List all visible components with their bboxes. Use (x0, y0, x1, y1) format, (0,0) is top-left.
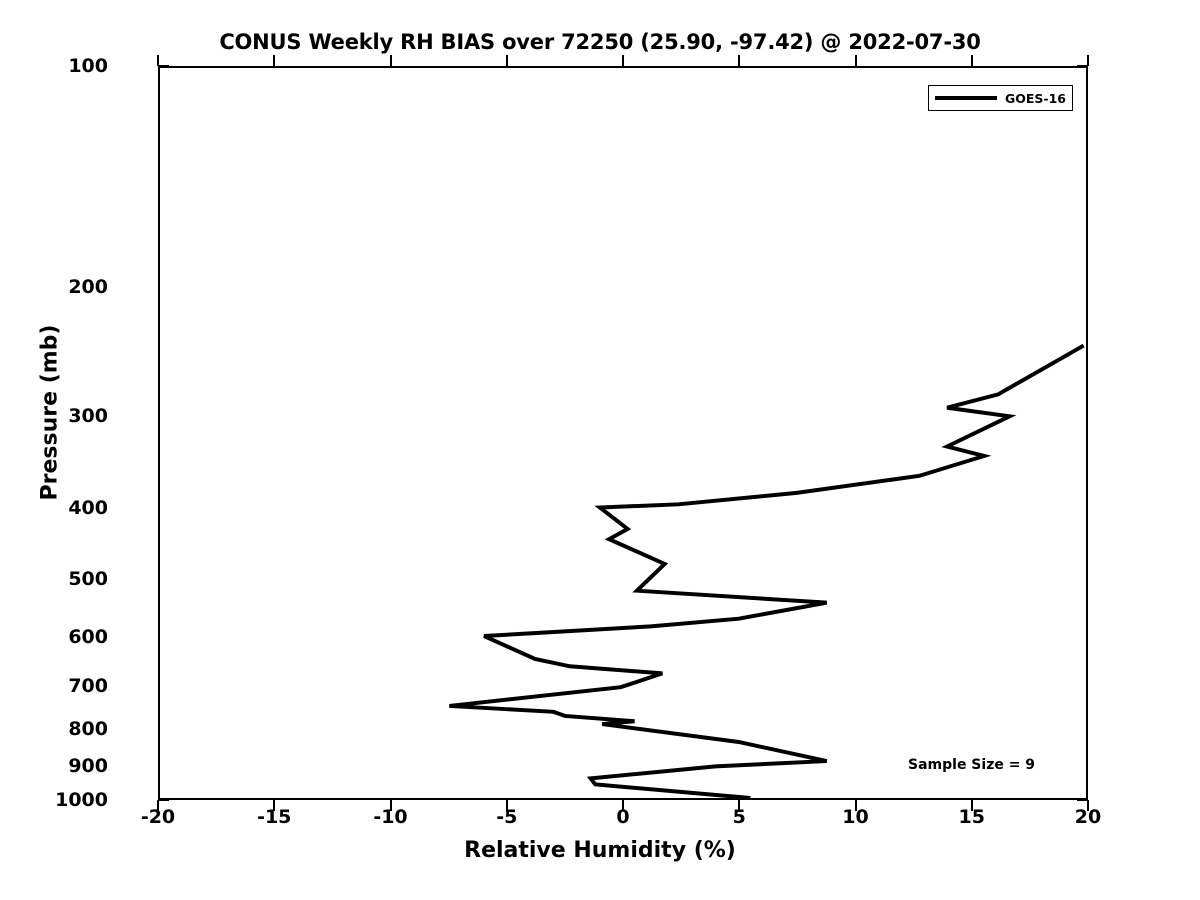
y-tick-mark-right (1077, 799, 1088, 801)
x-tick-mark (970, 800, 973, 811)
x-tick-label: 0 (616, 806, 630, 828)
x-tick-label: -5 (496, 806, 518, 828)
x-tick-mark-top (1087, 55, 1089, 66)
y-tick-label: 100 (68, 55, 108, 77)
y-tick-label: 400 (68, 496, 108, 519)
x-tick-mark-top (157, 55, 159, 66)
plot-area (158, 66, 1088, 800)
data-polyline (449, 343, 1085, 800)
y-tick-mark (158, 799, 169, 801)
x-axis-label: Relative Humidity (%) (464, 838, 736, 863)
x-tick-label: 10 (842, 806, 869, 828)
x-tick-mark (157, 800, 159, 811)
x-tick-mark (389, 800, 392, 811)
x-tick-label: -10 (373, 806, 408, 828)
x-tick-label: 15 (958, 806, 985, 828)
x-tick-mark (738, 800, 741, 811)
x-tick-mark-top (854, 55, 857, 66)
x-tick-mark-top (622, 55, 624, 66)
y-tick-label: 500 (68, 568, 108, 591)
legend: GOES-16 (928, 85, 1073, 111)
x-tick-mark (505, 800, 508, 811)
y-tick-label: 300 (68, 405, 108, 428)
x-tick-mark (622, 800, 624, 811)
legend-label-goes16: GOES-16 (1004, 90, 1066, 106)
series-goes16 (449, 343, 1085, 800)
x-tick-mark-top (389, 55, 392, 66)
x-tick-mark (273, 800, 276, 811)
x-tick-label: -20 (140, 806, 176, 828)
x-tick-label: 5 (732, 806, 746, 828)
x-tick-mark (854, 800, 857, 811)
y-tick-label: 1000 (55, 789, 108, 811)
x-tick-mark-top (273, 55, 276, 66)
y-tick-label: 200 (68, 275, 108, 298)
y-tick-label: 800 (68, 717, 108, 740)
legend-line-swatch (935, 96, 997, 100)
x-tick-mark-top (970, 55, 973, 66)
sample-size-annotation: Sample Size = 9 (908, 757, 1036, 773)
y-tick-label: 600 (68, 626, 108, 649)
x-tick-label: 20 (1074, 806, 1102, 828)
y-tick-label: 900 (68, 755, 108, 778)
x-tick-mark (1087, 800, 1089, 811)
page-title: CONUS Weekly RH BIAS over 72250 (25.90, … (219, 30, 981, 54)
x-tick-mark-top (505, 55, 508, 66)
x-tick-label: -15 (257, 806, 292, 828)
y-tick-label: 700 (68, 675, 108, 698)
x-tick-mark-top (738, 55, 741, 66)
